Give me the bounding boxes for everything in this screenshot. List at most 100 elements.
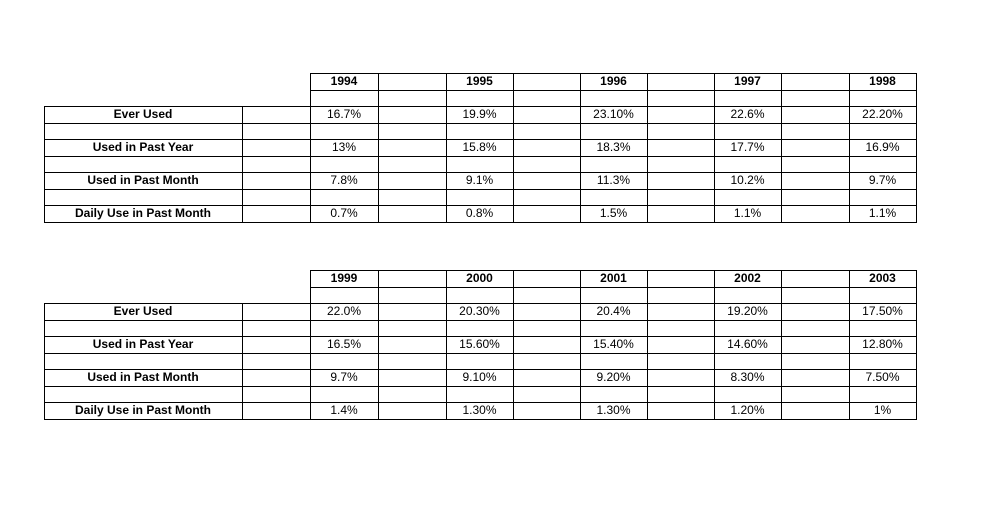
table-cell: 22.6% [730, 107, 765, 121]
table-0-header-top-border [310, 73, 917, 74]
row-label: Used in Past Month [87, 173, 199, 187]
table-cell: 12.80% [862, 337, 903, 351]
table-1-row-border [44, 353, 917, 354]
table-cell: 23.10% [593, 107, 634, 121]
table-1-column-border [580, 270, 581, 420]
table-cell: 10.2% [730, 173, 765, 187]
table-0-column-border [378, 73, 379, 223]
table-1-column-border [781, 270, 782, 420]
table-0-column-border [647, 73, 648, 223]
table-cell: 11.3% [596, 173, 631, 187]
table-1-column-border [647, 270, 648, 420]
table-0-row-border [44, 222, 917, 223]
table-1-label-border [242, 303, 243, 420]
table-cell: 1.5% [599, 206, 628, 220]
table-cell: 9.10% [462, 370, 497, 384]
table-1-column-border [378, 270, 379, 420]
year-header: 1997 [734, 74, 761, 88]
year-header: 1995 [466, 74, 493, 88]
row-label: Ever Used [113, 107, 173, 121]
table-0-column-border [513, 73, 514, 223]
year-header: 2000 [466, 271, 493, 285]
table-0-header-bottom-border [310, 90, 917, 91]
table-1-column-border [310, 270, 311, 420]
table-cell: 14.60% [727, 337, 768, 351]
table-cell: 16.9% [865, 140, 900, 154]
table-cell: 16.7% [326, 107, 362, 121]
table-1-column-border [714, 270, 715, 420]
year-header: 1999 [330, 271, 358, 285]
table-1-column-border [513, 270, 514, 420]
row-label: Used in Past Month [87, 370, 199, 384]
table-cell: 1.1% [733, 206, 762, 220]
table-0-row-border [44, 189, 917, 190]
table-cell: 9.7% [868, 173, 897, 187]
table-0-column-border [781, 73, 782, 223]
year-header: 2001 [600, 271, 627, 285]
table-1-row-border [44, 303, 917, 304]
year-header: 1994 [330, 74, 358, 88]
table-cell: 1.30% [462, 403, 497, 417]
table-1-column-border [446, 270, 447, 420]
table-cell: 8.30% [730, 370, 765, 384]
table-0-row-border [44, 106, 917, 107]
table-0-column-border [580, 73, 581, 223]
table-cell: 19.9% [462, 107, 497, 121]
table-0-row-border [44, 205, 917, 206]
table-cell: 1.20% [730, 403, 765, 417]
table-1-header-bottom-border [310, 287, 917, 288]
table-cell: 9.1% [465, 173, 494, 187]
table-cell: 7.8% [330, 173, 358, 187]
table-1-label-border [44, 303, 45, 420]
table-1-column-border [849, 270, 850, 420]
table-cell: 9.7% [330, 370, 358, 384]
table-cell: 1.30% [596, 403, 631, 417]
table-1-row-border [44, 402, 917, 403]
table-cell: 15.8% [462, 140, 497, 154]
table-cell: 1.4% [330, 403, 358, 417]
table-cell: 18.3% [596, 140, 631, 154]
row-label: Daily Use in Past Month [74, 403, 212, 417]
table-cell: 20.4% [596, 304, 631, 318]
table-0-row-border [44, 156, 917, 157]
table-1-row-border [44, 419, 917, 420]
table-cell: 16.5% [326, 337, 362, 351]
table-cell: 1.1% [868, 206, 897, 220]
table-cell: 1% [873, 403, 892, 417]
table-0-column-border [849, 73, 850, 223]
table-cell: 13% [331, 140, 357, 154]
table-1-header-top-border [310, 270, 917, 271]
table-1-row-border [44, 336, 917, 337]
table-0-column-border [714, 73, 715, 223]
year-header: 1996 [600, 74, 627, 88]
table-cell: 15.60% [459, 337, 500, 351]
table-0-row-border [44, 123, 917, 124]
table-0-column-border [916, 73, 917, 223]
table-cell: 19.20% [727, 304, 768, 318]
year-header: 2003 [869, 271, 896, 285]
table-1-row-border [44, 386, 917, 387]
table-0-row-border [44, 172, 917, 173]
table-cell: 0.7% [330, 206, 358, 220]
table-0-label-border [44, 106, 45, 223]
table-cell: 17.7% [730, 140, 765, 154]
row-label: Ever Used [113, 304, 173, 318]
row-label: Used in Past Year [92, 337, 194, 351]
row-label: Daily Use in Past Month [74, 206, 212, 220]
table-0-column-border [310, 73, 311, 223]
table-0-column-border [446, 73, 447, 223]
year-header: 1998 [869, 74, 896, 88]
table-0-row-border [44, 139, 917, 140]
table-0-label-border [242, 106, 243, 223]
table-cell: 17.50% [862, 304, 903, 318]
table-cell: 9.20% [596, 370, 631, 384]
table-cell: 15.40% [593, 337, 634, 351]
table-1-column-border [916, 270, 917, 420]
table-cell: 20.30% [459, 304, 500, 318]
table-cell: 7.50% [865, 370, 900, 384]
table-1-row-border [44, 369, 917, 370]
table-cell: 22.0% [326, 304, 362, 318]
table-cell: 22.20% [862, 107, 903, 121]
table-1-row-border [44, 320, 917, 321]
